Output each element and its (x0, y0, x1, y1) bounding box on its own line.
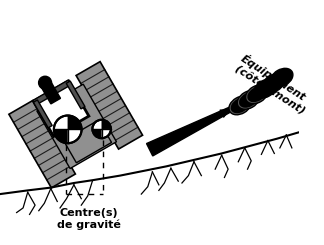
Ellipse shape (272, 70, 291, 86)
Polygon shape (146, 106, 234, 156)
Ellipse shape (239, 92, 258, 108)
Ellipse shape (256, 81, 274, 97)
Wedge shape (54, 129, 68, 143)
Text: Équipement
(côté amont): Équipement (côté amont) (233, 52, 314, 116)
Polygon shape (33, 80, 71, 105)
Polygon shape (37, 84, 117, 169)
Ellipse shape (264, 75, 283, 91)
Polygon shape (64, 120, 111, 163)
Polygon shape (42, 82, 61, 104)
Circle shape (92, 120, 111, 138)
Ellipse shape (254, 79, 276, 98)
Circle shape (39, 76, 52, 89)
Circle shape (54, 115, 82, 143)
Ellipse shape (262, 74, 284, 93)
Polygon shape (66, 81, 85, 109)
Ellipse shape (271, 68, 293, 87)
Wedge shape (92, 129, 102, 138)
Polygon shape (76, 62, 143, 149)
Ellipse shape (246, 85, 268, 104)
Ellipse shape (231, 98, 249, 113)
Ellipse shape (247, 86, 266, 102)
Ellipse shape (229, 96, 251, 115)
Polygon shape (33, 81, 89, 136)
Polygon shape (33, 100, 52, 128)
Text: Centre(s)
de gravité: Centre(s) de gravité (57, 208, 121, 230)
Ellipse shape (237, 90, 260, 109)
Wedge shape (102, 120, 111, 129)
Polygon shape (9, 100, 75, 188)
Wedge shape (68, 115, 82, 129)
